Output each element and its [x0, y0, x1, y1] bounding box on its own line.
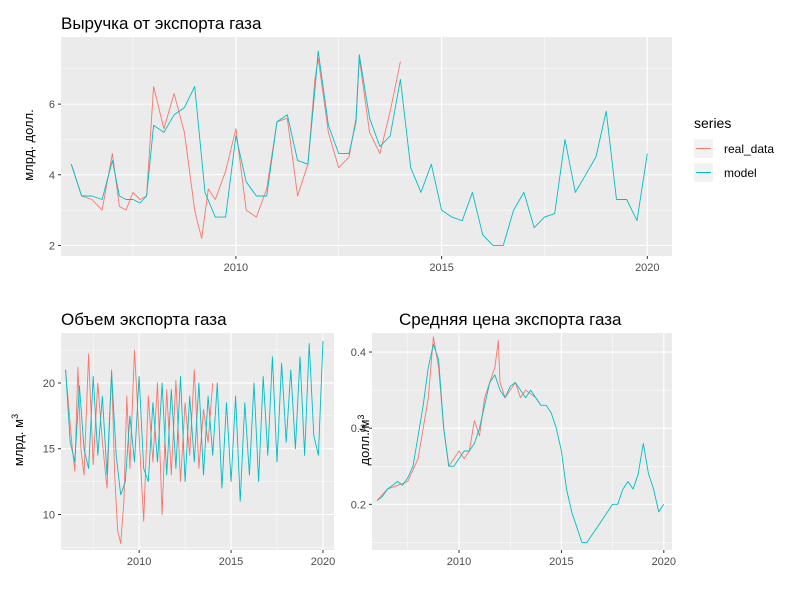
chart-revenue: Выручка от экспорта газа 2010 2015 2020 2 4 6…: [21, 14, 672, 274]
x-tick-label: 2020: [635, 262, 659, 274]
y-tick-label: 0.4: [351, 347, 366, 359]
x-tick-label: 2010: [127, 556, 151, 568]
y-tick-label: 10: [43, 509, 55, 521]
series-lines: [65, 340, 324, 544]
y-tick-label: 2: [49, 240, 55, 252]
x-tick-label: 2015: [219, 556, 243, 568]
x-tick-label: 2015: [549, 556, 573, 568]
series-lines: [70, 50, 648, 246]
series-line-model: [65, 340, 324, 502]
x-tick-label: 2010: [224, 262, 248, 274]
legend: series real_data model: [694, 115, 774, 182]
tick-labels: 2010 2015 2020 0.2 0.3 0.4: [351, 347, 676, 568]
chart-volume: Объем экспорта газа 2010 2015 2020 10 15 20 м…: [10, 310, 335, 568]
gridlines: [372, 333, 672, 550]
legend-item-real-data: real_data: [694, 139, 774, 158]
x-tick-label: 2020: [311, 556, 335, 568]
x-tick-label: 2015: [429, 262, 453, 274]
chart-title: Средняя цена экспорта газа: [399, 310, 622, 329]
legend-title: series: [694, 115, 731, 131]
y-axis-label: млрд. м3: [10, 414, 26, 466]
y-tick-label: 6: [49, 99, 55, 111]
y-tick-label: 0.2: [351, 499, 366, 511]
series-lines: [376, 336, 665, 543]
y-tick-label: 15: [43, 444, 55, 456]
y-tick-label: 20: [43, 378, 55, 390]
series-line-real-data: [376, 336, 542, 501]
chart-title: Выручка от экспорта газа: [61, 14, 262, 33]
x-tick-label: 2020: [652, 556, 676, 568]
legend-label: real_data: [724, 142, 774, 156]
y-tick-label: 0.3: [351, 423, 366, 435]
plot-panel: [372, 333, 672, 550]
series-line-real-data: [70, 57, 401, 239]
chart-price: Средняя цена экспорта газа 2010 2015 2020 0…: [351, 310, 676, 568]
tick-labels: 2010 2015 2020 10 15 20: [43, 378, 335, 568]
y-tick-label: 4: [49, 170, 55, 182]
series-line-model: [376, 343, 665, 543]
tick-labels: 2010 2015 2020 2 4 6: [49, 99, 660, 274]
legend-label: model: [724, 166, 757, 180]
chart-title: Объем экспорта газа: [61, 310, 227, 329]
series-line-real-data: [65, 349, 214, 544]
plot-panel: [61, 37, 672, 256]
y-axis-label: млрд. долл.: [21, 109, 36, 181]
legend-item-model: model: [694, 163, 757, 182]
y-axis-label: долл./м3: [356, 415, 372, 466]
gridlines: [61, 333, 334, 550]
gridlines: [61, 37, 672, 256]
series-line-model: [70, 50, 648, 246]
x-tick-label: 2010: [447, 556, 471, 568]
